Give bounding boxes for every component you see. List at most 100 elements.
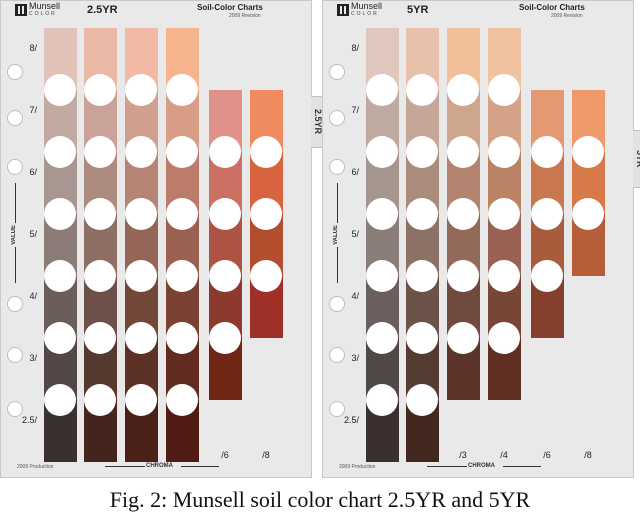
series-title: Soil-Color Charts: [197, 3, 263, 12]
soil-chart-card-2-5yr: Munsell COLOR 2.5YR Soil-Color Charts 2009 R…: [0, 0, 312, 478]
viewing-hole: [447, 260, 479, 292]
chroma-axis-arrow-left: [427, 466, 467, 467]
viewing-hole: [166, 322, 198, 354]
brand-text: Munsell COLOR: [351, 2, 382, 18]
binder-hole: [329, 347, 345, 363]
brand-name: Munsell: [29, 1, 61, 11]
viewing-hole: [366, 136, 398, 168]
binder-hole: [329, 110, 345, 126]
binder-hole: [329, 401, 345, 417]
viewing-hole: [166, 198, 198, 230]
production-note: 2009 Production: [339, 464, 376, 470]
brand-subtitle: COLOR: [29, 11, 57, 17]
value-label: 2.5/: [21, 415, 37, 425]
binder-hole: [7, 64, 23, 80]
value-label: 6/: [29, 167, 37, 177]
viewing-hole: [406, 322, 438, 354]
value-label: 4/: [29, 291, 37, 301]
viewing-hole: [366, 74, 398, 106]
viewing-hole: [166, 74, 198, 106]
viewing-hole: [166, 260, 198, 292]
soil-chart-card-5yr: Munsell COLOR 5YR Soil-Color Charts 2009 Rev…: [322, 0, 634, 478]
viewing-hole: [447, 74, 479, 106]
hue-tab-label: 2.5YR: [313, 109, 323, 135]
munsell-logo-icon: [337, 4, 349, 16]
value-axis-arrow-down: [15, 247, 16, 283]
viewing-hole: [125, 136, 157, 168]
viewing-hole: [44, 136, 76, 168]
viewing-hole: [572, 136, 604, 168]
viewing-hole: [209, 136, 241, 168]
chroma-label: /4: [500, 450, 508, 460]
viewing-hole: [572, 198, 604, 230]
value-label: 5/: [351, 229, 359, 239]
viewing-hole: [84, 74, 116, 106]
viewing-hole: [531, 260, 563, 292]
binder-hole: [7, 296, 23, 312]
viewing-hole: [209, 260, 241, 292]
viewing-hole: [488, 322, 520, 354]
chroma-label: /8: [262, 450, 270, 460]
viewing-hole: [84, 198, 116, 230]
value-label: 3/: [29, 353, 37, 363]
value-label: 2.5/: [343, 415, 359, 425]
viewing-hole: [366, 322, 398, 354]
viewing-hole: [366, 260, 398, 292]
viewing-hole: [44, 384, 76, 416]
chroma-label: /6: [543, 450, 551, 460]
viewing-hole: [125, 384, 157, 416]
viewing-hole: [531, 136, 563, 168]
value-label: 3/: [351, 353, 359, 363]
viewing-hole: [406, 74, 438, 106]
binder-hole: [7, 159, 23, 175]
viewing-hole: [125, 260, 157, 292]
munsell-logo: Munsell COLOR: [15, 2, 60, 18]
value-axis-label: VALUE: [11, 225, 17, 245]
viewing-hole: [488, 74, 520, 106]
viewing-hole: [406, 136, 438, 168]
viewing-hole: [406, 384, 438, 416]
viewing-hole: [44, 198, 76, 230]
viewing-hole: [406, 198, 438, 230]
viewing-hole: [125, 322, 157, 354]
binder-hole: [7, 110, 23, 126]
hue-title: 5YR: [407, 4, 429, 16]
value-axis-label: VALUE: [333, 225, 339, 245]
viewing-hole: [84, 260, 116, 292]
viewing-hole: [250, 260, 282, 292]
value-label: 4/: [351, 291, 359, 301]
binder-hole: [7, 347, 23, 363]
hue-tab-label: 5YR: [635, 150, 640, 168]
binder-hole: [7, 401, 23, 417]
viewing-hole: [366, 198, 398, 230]
viewing-hole: [209, 198, 241, 230]
production-note: 2009 Production: [17, 464, 54, 470]
viewing-hole: [44, 74, 76, 106]
hue-tab[interactable]: 5YR: [633, 130, 640, 188]
value-label: 5/: [29, 229, 37, 239]
chroma-axis-arrow-right: [503, 466, 541, 467]
viewing-hole: [447, 322, 479, 354]
viewing-hole: [366, 384, 398, 416]
viewing-hole: [84, 136, 116, 168]
viewing-hole: [250, 198, 282, 230]
chroma-axis-label: CHROMA: [146, 463, 173, 469]
binder-hole: [329, 159, 345, 175]
viewing-hole: [44, 322, 76, 354]
value-label: 8/: [351, 43, 359, 53]
value-axis-arrow-up: [337, 183, 338, 223]
munsell-logo: Munsell COLOR: [337, 2, 382, 18]
binder-hole: [329, 296, 345, 312]
brand-text: Munsell COLOR: [29, 2, 60, 18]
viewing-hole: [84, 322, 116, 354]
value-label: 8/: [29, 43, 37, 53]
viewing-hole: [250, 136, 282, 168]
hue-title: 2.5YR: [87, 4, 118, 16]
brand-name: Munsell: [351, 1, 383, 11]
munsell-logo-icon: [15, 4, 27, 16]
value-label: 6/: [351, 167, 359, 177]
value-axis-arrow-down: [337, 247, 338, 283]
brand-subtitle: COLOR: [351, 11, 379, 17]
chroma-label: /3: [459, 450, 467, 460]
figure-caption: Fig. 2: Munsell soil color chart 2.5YR a…: [109, 487, 531, 512]
